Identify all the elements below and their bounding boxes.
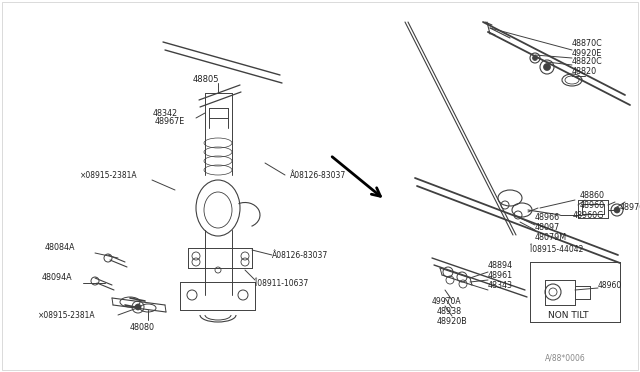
Text: 48820: 48820 — [572, 67, 597, 77]
Text: Â08126-83037: Â08126-83037 — [272, 250, 328, 260]
Text: NON TILT: NON TILT — [548, 311, 589, 321]
Text: 48894: 48894 — [488, 260, 513, 269]
Text: 48967E: 48967E — [155, 118, 185, 126]
Circle shape — [614, 207, 620, 213]
Text: 48343: 48343 — [488, 282, 513, 291]
Text: 48079M: 48079M — [535, 234, 567, 243]
Text: 48860: 48860 — [580, 190, 605, 199]
Text: 48805: 48805 — [193, 74, 220, 83]
Text: 49970A: 49970A — [432, 298, 461, 307]
Text: 48961: 48961 — [488, 270, 513, 279]
Text: 48084A: 48084A — [45, 244, 76, 253]
Text: 48966: 48966 — [535, 214, 560, 222]
Text: 48938: 48938 — [437, 308, 462, 317]
Circle shape — [543, 64, 550, 71]
Text: ×08915-2381A: ×08915-2381A — [38, 311, 95, 320]
Text: 48097: 48097 — [535, 224, 560, 232]
Circle shape — [135, 304, 141, 310]
Text: ×08915-2381A: ×08915-2381A — [80, 170, 138, 180]
Text: Â08126-83037: Â08126-83037 — [290, 170, 346, 180]
Circle shape — [532, 55, 538, 61]
Text: 48342: 48342 — [153, 109, 178, 118]
Text: 48960: 48960 — [580, 201, 605, 209]
Text: 48960: 48960 — [598, 282, 622, 291]
Text: Î08911-10637: Î08911-10637 — [255, 279, 308, 288]
Text: Î08915-44042: Î08915-44042 — [530, 244, 584, 253]
Text: 48870C: 48870C — [572, 39, 603, 48]
Text: 49920E: 49920E — [572, 48, 602, 58]
Text: 48970: 48970 — [620, 202, 640, 212]
Text: A/88*0006: A/88*0006 — [545, 353, 586, 362]
Text: 48094A: 48094A — [42, 273, 72, 282]
Text: 48080: 48080 — [130, 324, 155, 333]
Text: 48820C: 48820C — [572, 58, 603, 67]
Text: 48920B: 48920B — [437, 317, 468, 327]
Text: 48960G: 48960G — [573, 212, 604, 221]
